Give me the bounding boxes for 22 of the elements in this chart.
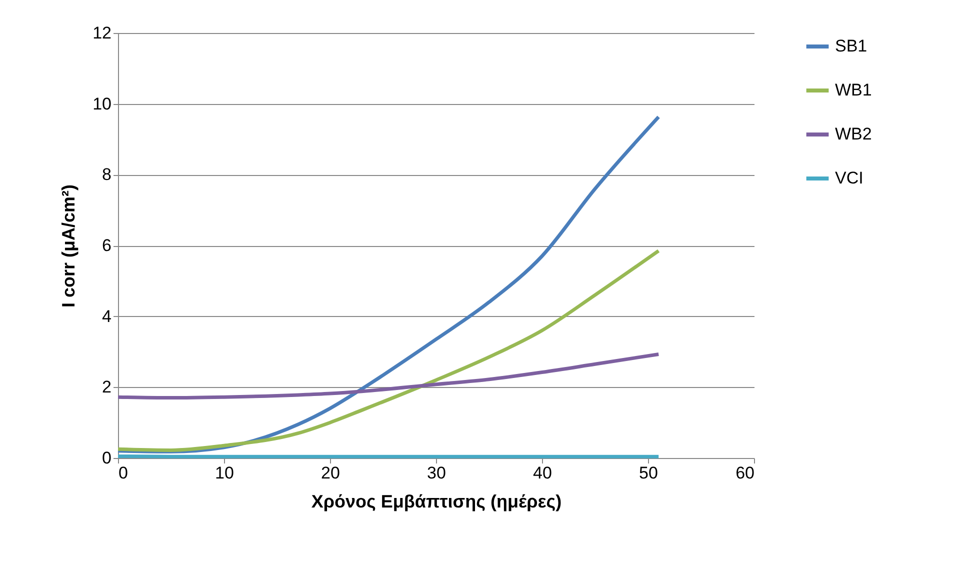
x-tick-label: 30 — [427, 464, 446, 482]
x-tick-label: 0 — [118, 464, 128, 482]
y-tick-label: 0 — [102, 448, 112, 468]
x-tick-label: 60 — [736, 464, 754, 482]
x-tick-label: 40 — [533, 464, 552, 482]
y-tick-label: 2 — [102, 378, 112, 397]
legend-label: VCI — [835, 168, 864, 188]
y-tick-label: 6 — [102, 236, 112, 255]
line-series — [116, 249, 660, 452]
y-axis-title: I corr (μA/cm²) — [58, 184, 79, 308]
y-tick-label: 8 — [102, 165, 112, 184]
y-tick-label: 12 — [92, 24, 112, 42]
x-tick-label: 20 — [321, 464, 340, 482]
line-series — [116, 352, 660, 400]
legend-label: SB1 — [835, 36, 868, 56]
x-tick-label: 50 — [639, 464, 658, 482]
legend-label: WB2 — [835, 124, 872, 144]
y-tick-label: 10 — [92, 94, 112, 114]
legend-label: WB1 — [835, 80, 872, 100]
y-tick-label: 4 — [102, 306, 112, 326]
x-tick-label: 10 — [215, 464, 234, 482]
x-axis-title: Χρόνος Εμβάπτισης (ημέρες) — [311, 492, 562, 512]
